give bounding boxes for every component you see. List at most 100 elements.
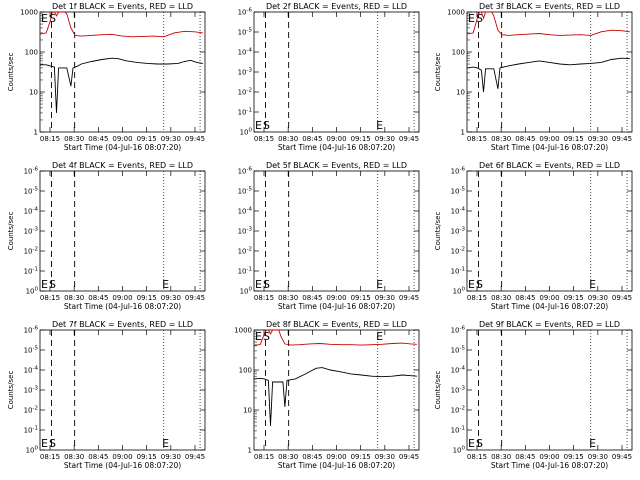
event-marker-s: S: [476, 278, 483, 291]
y-tick-label: 10-5: [24, 346, 39, 355]
plot-frame: [253, 11, 420, 133]
x-tick-label: 08:45: [302, 294, 322, 302]
series-events: [40, 57, 203, 113]
x-axis-label: Start Time (04-Jul-16 08:07:20): [491, 302, 608, 311]
x-tick-label: 09:30: [588, 453, 608, 461]
event-marker-e: E: [255, 119, 262, 132]
y-axis-label: Counts/sec: [7, 212, 15, 251]
series-events: [254, 367, 417, 426]
y-tick-label: 10-2: [24, 247, 38, 256]
y-tick-label: 100: [240, 287, 253, 296]
y-tick-label: 100: [239, 367, 252, 375]
x-tick-label: 09:15: [137, 294, 157, 302]
x-tick-label: 08:30: [64, 294, 84, 302]
event-marker-s: S: [476, 437, 483, 450]
series-lld: [467, 12, 630, 36]
x-tick-label: 08:30: [64, 135, 84, 143]
y-tick-label: 10-1: [451, 426, 465, 435]
x-tick-label: 09:30: [161, 453, 181, 461]
x-tick-label: 09:00: [112, 135, 132, 143]
x-tick-label: 09:45: [185, 294, 205, 302]
x-tick-label: 09:30: [375, 294, 395, 302]
x-tick-label: 08:30: [491, 294, 511, 302]
x-axis-label: Start Time (04-Jul-16 08:07:20): [491, 143, 608, 152]
x-tick-label: 09:30: [588, 135, 608, 143]
x-tick-label: 08:30: [491, 453, 511, 461]
panel-title: Det 3f BLACK = Events, RED = LLD: [479, 2, 620, 11]
y-tick-label: 10-2: [24, 406, 38, 415]
y-tick-label: 100: [453, 287, 466, 296]
panel-title: Det 1f BLACK = Events, RED = LLD: [52, 2, 193, 11]
x-tick-label: 09:45: [185, 453, 205, 461]
x-tick-label: 09:45: [612, 135, 632, 143]
plot-frame: [39, 170, 206, 292]
detector-panel-7: Det 7f BLACK = Events, RED = LLD 100 10-1 1…: [7, 320, 206, 470]
plot-frame: [466, 11, 633, 133]
event-marker-e: E: [41, 437, 48, 450]
y-tick-label: 100: [26, 287, 39, 296]
y-tick-label: 10-2: [451, 406, 465, 415]
y-tick-label: 10-3: [451, 227, 466, 236]
y-tick-label: 100: [453, 446, 466, 455]
y-tick-label: 10-2: [451, 247, 465, 256]
y-axis-label: Counts/sec: [7, 371, 15, 410]
panel-title: Det 9f BLACK = Events, RED = LLD: [479, 320, 620, 329]
x-tick-label: 09:30: [375, 453, 395, 461]
event-marker-s: S: [476, 12, 483, 25]
y-tick-label: 10-5: [24, 187, 39, 196]
x-tick-label: 09:45: [612, 453, 632, 461]
y-tick-label: 10: [29, 89, 38, 97]
x-tick-label: 09:15: [564, 135, 584, 143]
x-tick-label: 09:30: [161, 294, 181, 302]
event-marker-e: E: [376, 330, 383, 343]
detector-panel-6: Det 6f BLACK = Events, RED = LLD 100 10-1 1…: [434, 161, 633, 311]
x-tick-label: 09:45: [185, 135, 205, 143]
x-tick-label: 09:00: [112, 294, 132, 302]
detector-panel-9: Det 9f BLACK = Events, RED = LLD 100 10-1 1…: [434, 320, 633, 470]
x-axis-label: Start Time (04-Jul-16 08:07:20): [64, 143, 181, 152]
event-marker-e: E: [376, 119, 383, 132]
x-tick-label: 08:15: [254, 294, 274, 302]
y-tick-label: 10-4: [238, 207, 253, 216]
y-tick-label: 10-6: [451, 326, 466, 335]
y-axis-label: Counts/sec: [7, 53, 15, 92]
x-tick-label: 08:15: [467, 135, 487, 143]
x-tick-label: 08:15: [467, 294, 487, 302]
x-tick-label: 08:15: [40, 135, 60, 143]
y-tick-label: 10-1: [451, 267, 465, 276]
y-tick-label: 1: [34, 129, 38, 137]
series-events: [467, 57, 630, 93]
plot-frame: [466, 329, 633, 451]
x-axis-label: Start Time (04-Jul-16 08:07:20): [64, 461, 181, 470]
event-marker-s: S: [263, 330, 270, 343]
y-axis-label: Counts/sec: [434, 212, 442, 251]
panel-title: Det 5f BLACK = Events, RED = LLD: [266, 161, 407, 170]
y-tick-label: 10-6: [24, 326, 39, 335]
x-tick-label: 09:30: [161, 135, 181, 143]
x-tick-label: 08:45: [88, 453, 108, 461]
x-axis-label: Start Time (04-Jul-16 08:07:20): [491, 461, 608, 470]
y-tick-label: 10-5: [451, 187, 466, 196]
x-tick-label: 09:15: [137, 135, 157, 143]
y-tick-label: 10-2: [238, 88, 252, 97]
y-tick-label: 100: [25, 49, 38, 57]
x-axis-label: Start Time (04-Jul-16 08:07:20): [278, 143, 395, 152]
x-tick-label: 09:15: [351, 294, 371, 302]
x-axis-label: Start Time (04-Jul-16 08:07:20): [64, 302, 181, 311]
y-tick-label: 1000: [20, 9, 38, 17]
x-tick-label: 08:15: [467, 453, 487, 461]
y-axis-label: Counts/sec: [434, 371, 442, 410]
x-tick-label: 09:00: [112, 453, 132, 461]
x-tick-label: 09:30: [375, 135, 395, 143]
x-tick-label: 08:45: [302, 135, 322, 143]
series-lld: [40, 12, 203, 38]
y-tick-label: 100: [26, 446, 39, 455]
event-marker-s: S: [263, 278, 270, 291]
x-tick-label: 08:30: [278, 135, 298, 143]
event-marker-s: S: [49, 12, 56, 25]
y-tick-label: 10-3: [238, 227, 253, 236]
y-tick-label: 10-4: [238, 48, 253, 57]
x-tick-label: 08:30: [278, 294, 298, 302]
event-marker-e: E: [162, 278, 169, 291]
y-tick-label: 10-3: [24, 386, 39, 395]
